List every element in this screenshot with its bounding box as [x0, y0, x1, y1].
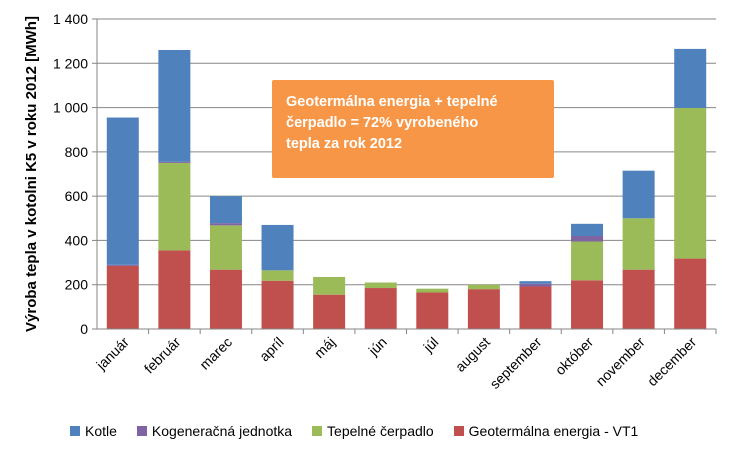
bar-segment	[519, 283, 552, 287]
y-tick-label: 1 400	[53, 11, 88, 27]
x-tick-label: marec	[196, 334, 235, 373]
x-tick-label: október	[552, 334, 597, 379]
legend-item-kogeneracna: Kogeneračná jednotka	[136, 423, 293, 439]
y-tick-label: 400	[65, 232, 89, 248]
annotation-box: Geotermálna energia + tepelné čerpadlo =…	[272, 80, 554, 178]
bar-segment	[158, 250, 191, 329]
bar-segment	[674, 258, 707, 329]
legend: Kotle Kogeneračná jednotka Tepelné čerpa…	[70, 421, 658, 441]
bar-segment	[106, 117, 139, 265]
bar-segment	[622, 170, 655, 219]
legend-label-kogeneracna: Kogeneračná jednotka	[151, 423, 293, 439]
bar-segment	[106, 265, 139, 329]
legend-swatch-tepelne-cerpadlo	[312, 426, 323, 436]
y-tick-label: 1 000	[53, 100, 88, 116]
y-tick-label: 0	[80, 321, 88, 337]
bars	[106, 48, 707, 329]
bar-segment	[106, 264, 139, 266]
bar-segment	[209, 223, 242, 226]
x-tick-label: máj	[311, 334, 338, 361]
x-tick-label: júl	[419, 334, 441, 356]
bar-segment	[209, 225, 242, 270]
bar-segment	[519, 281, 552, 284]
bar-segment	[467, 284, 500, 290]
annotation-line-1: Geotermálna energia + tepelné	[286, 94, 498, 110]
bar-segment	[622, 218, 655, 270]
x-axis-tick-labels: január február marec apríl máj jún júl augustse…	[92, 329, 717, 392]
x-tick-label: august	[452, 334, 493, 375]
y-axis-tick-labels: 0 200 400 600 800 1 000 1 200 1 400	[53, 11, 97, 337]
legend-swatch-kotle	[70, 426, 80, 436]
legend-swatch-kogeneracna	[136, 426, 147, 436]
bar-segment	[622, 269, 655, 329]
bar-segment	[209, 269, 242, 329]
annotation-line-2: čerpadlo = 72% vyrobeného	[286, 115, 479, 131]
bar-segment	[416, 288, 449, 293]
legend-label-kotle: Kotle	[85, 423, 117, 439]
bar-segment	[261, 224, 294, 271]
legend-label-tepelne-cerpadlo: Tepelné čerpadlo	[327, 423, 434, 439]
y-tick-label: 800	[65, 144, 89, 160]
legend-item-geotermalna: Geotermálna energia - VT1	[453, 423, 639, 439]
legend-swatch-geotermalna	[453, 426, 464, 436]
bar-segment	[674, 48, 707, 109]
bar-segment	[158, 161, 191, 163]
bar-segment	[467, 289, 500, 329]
x-tick-label: september	[486, 334, 544, 392]
bar-segment	[209, 196, 242, 224]
bar-segment	[364, 282, 397, 289]
bar-segment	[313, 294, 346, 329]
bar-segment	[313, 276, 346, 295]
y-tick-label: 200	[65, 277, 89, 293]
bar-segment	[674, 108, 707, 259]
bar-segment	[364, 288, 397, 329]
bar-segment	[261, 280, 294, 329]
x-tick-label: november	[592, 334, 648, 390]
bar-segment	[519, 286, 552, 329]
y-tick-label: 600	[65, 188, 89, 204]
bar-segment	[158, 162, 191, 251]
x-tick-label: jún	[365, 334, 390, 359]
legend-item-kotle: Kotle	[70, 423, 117, 439]
x-tick-label: február	[141, 334, 184, 377]
bar-segment	[261, 270, 294, 281]
bar-segment	[571, 280, 604, 329]
x-tick-label: apríl	[256, 334, 287, 365]
bar-segment	[571, 241, 604, 281]
bar-segment	[571, 236, 604, 242]
bar-segment	[416, 292, 449, 329]
x-tick-label: december	[644, 334, 700, 390]
bar-segment	[571, 223, 604, 236]
legend-label-geotermalna: Geotermálna energia - VT1	[468, 423, 639, 439]
x-tick-label: január	[92, 334, 132, 374]
legend-item-tepelne-cerpadlo: Tepelné čerpadlo	[312, 423, 434, 439]
annotation-line-3: tepla za rok 2012	[286, 136, 403, 152]
y-axis-title: Výroba tepla v kotolni K5 v roku 2012 [M…	[23, 16, 40, 332]
bar-segment	[158, 50, 191, 162]
y-tick-label: 1 200	[53, 55, 88, 71]
